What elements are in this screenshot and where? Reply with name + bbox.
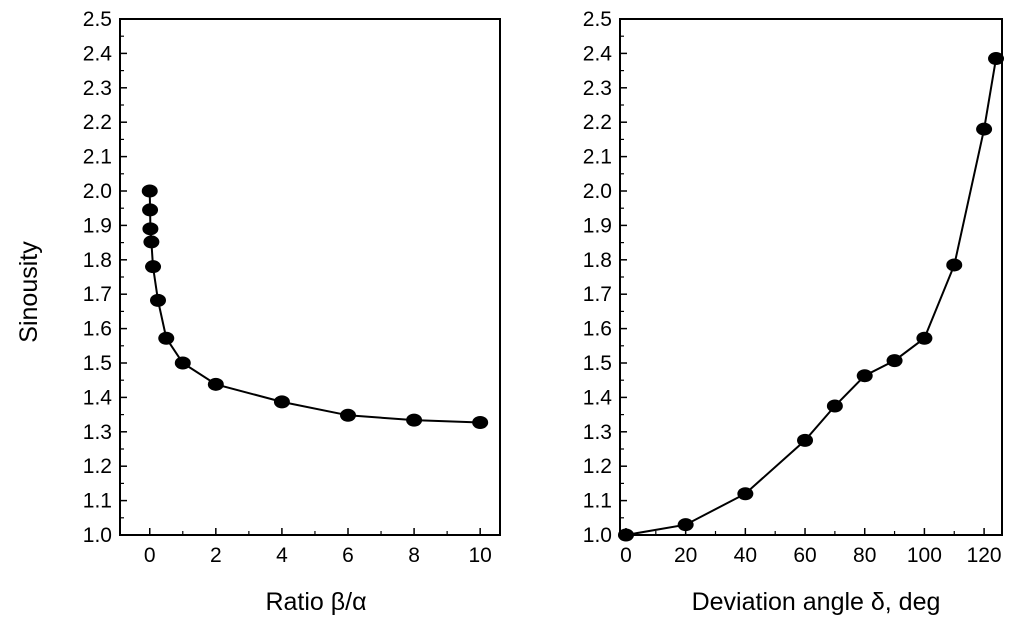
y-tick-label: 1.1 xyxy=(83,490,112,513)
y-tick-label: 2.1 xyxy=(83,146,112,169)
x-tick-label: 80 xyxy=(853,544,876,567)
x-tick-label: 6 xyxy=(342,544,354,567)
plot-frame xyxy=(619,18,1003,536)
x-tick-label: 60 xyxy=(793,544,816,567)
y-tick-label: 2.2 xyxy=(583,111,612,134)
y-tick-label: 2.4 xyxy=(583,42,613,65)
data-point xyxy=(826,399,843,413)
y-tick-label: 1.5 xyxy=(583,352,612,375)
x-tick-label: 10 xyxy=(468,544,491,567)
y-tick-label: 2.0 xyxy=(583,180,612,203)
x-tick-label: 20 xyxy=(674,544,697,567)
data-point xyxy=(472,416,489,430)
plot-frame xyxy=(119,18,501,536)
x-tick-label: 120 xyxy=(967,544,1002,567)
data-point xyxy=(988,52,1005,66)
data-point xyxy=(174,356,191,370)
x-axis-label-right: Deviation angle δ, deg xyxy=(692,588,941,616)
x-tick-label: 8 xyxy=(408,544,420,567)
y-tick-label: 1.3 xyxy=(583,421,612,444)
data-point xyxy=(617,528,634,542)
chart-panel-left: 1.0 1.1 1.2 1.3 1.4 1.5 1.6 1.7 1.8 1.9 2.0 2.1 2.2 2… xyxy=(83,8,501,567)
y-tick-label: 1.0 xyxy=(583,524,612,547)
x-tick-label: 2 xyxy=(210,544,222,567)
data-point xyxy=(143,235,160,249)
y-tick-label: 2.1 xyxy=(583,146,612,169)
y-tick-label: 2.3 xyxy=(583,77,612,100)
series-line xyxy=(148,190,481,424)
data-point xyxy=(145,260,162,274)
y-axis-label: Sinousity xyxy=(15,241,43,343)
data-point xyxy=(677,518,694,532)
y-tick-label: 1.7 xyxy=(83,283,112,306)
chart-panel-right: 1.0 1.1 1.2 1.3 1.4 1.5 1.6 1.7 1.8 1.9 2.0 2.1 2.2 2… xyxy=(583,8,1005,567)
y-tick-label: 2.4 xyxy=(83,42,113,65)
data-point xyxy=(273,395,290,409)
y-tick-label: 1.2 xyxy=(583,455,612,478)
y-tick-label: 1.9 xyxy=(83,214,112,237)
data-point xyxy=(797,433,814,447)
x-axis-label-left: Ratio β/α xyxy=(265,588,366,616)
data-point xyxy=(916,331,933,345)
data-point xyxy=(856,369,873,383)
data-point xyxy=(946,258,963,272)
y-tick-label: 1.6 xyxy=(583,318,612,341)
data-point xyxy=(406,413,423,427)
y-tick-label: 2.2 xyxy=(83,111,112,134)
data-point xyxy=(142,222,159,236)
y-tick-label: 1.4 xyxy=(583,386,613,409)
y-tick-label: 1.8 xyxy=(83,249,112,272)
y-tick-label: 2.0 xyxy=(83,180,112,203)
y-tick-label: 1.5 xyxy=(83,352,112,375)
series-line xyxy=(625,58,997,536)
data-point xyxy=(158,331,175,345)
data-point xyxy=(207,377,224,391)
x-tick-label: 0 xyxy=(144,544,156,567)
data-point xyxy=(976,122,993,136)
y-tick-label: 1.2 xyxy=(83,455,112,478)
data-point xyxy=(150,293,166,307)
y-tick-label: 1.6 xyxy=(83,318,112,341)
y-tick-label: 1.9 xyxy=(583,214,612,237)
y-tick-label: 1.3 xyxy=(83,421,112,444)
y-tick-label: 2.3 xyxy=(83,77,112,100)
y-tick-label: 1.0 xyxy=(83,524,112,547)
data-point xyxy=(340,408,356,422)
data-point xyxy=(142,203,159,217)
y-tick-label: 1.4 xyxy=(83,386,113,409)
y-tick-label: 2.5 xyxy=(583,8,612,31)
y-tick-label: 1.7 xyxy=(583,283,612,306)
x-tick-label: 0 xyxy=(620,544,632,567)
data-point xyxy=(141,184,158,198)
x-tick-label: 4 xyxy=(276,544,288,567)
y-tick-label: 1.1 xyxy=(583,490,612,513)
x-tick-label: 100 xyxy=(907,544,942,567)
x-tick-label: 40 xyxy=(734,544,757,567)
data-point xyxy=(886,354,903,368)
data-point xyxy=(737,487,754,501)
y-tick-label: 1.8 xyxy=(583,249,612,272)
y-tick-label: 2.5 xyxy=(83,8,112,31)
